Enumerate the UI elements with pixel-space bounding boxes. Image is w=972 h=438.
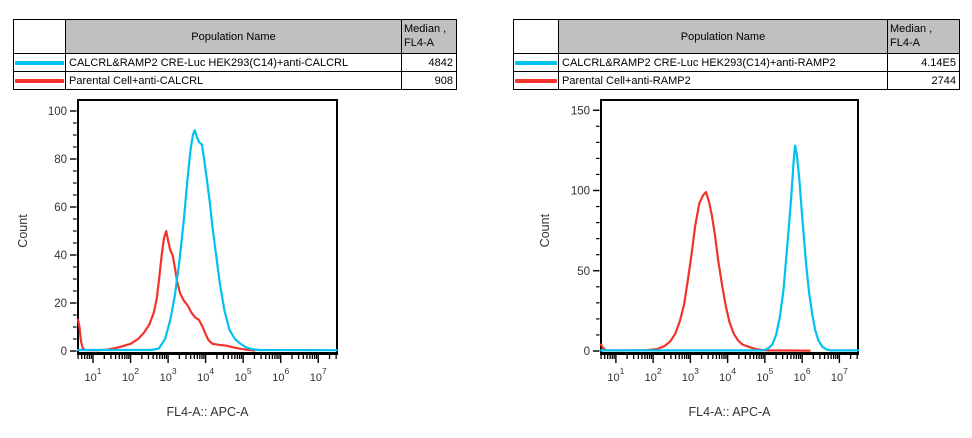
- y-tick-label: 100: [571, 186, 590, 198]
- red-series-swatch: [15, 78, 64, 83]
- median-header-line1: Median ,: [890, 23, 933, 35]
- x-tick-label: 101: [85, 366, 102, 384]
- cyan-series-swatch: [515, 60, 557, 65]
- x-tick-label: 102: [645, 366, 662, 384]
- y-tick-label: 50: [577, 266, 590, 278]
- y-axis-title: Count: [538, 213, 552, 247]
- y-tick-label: 20: [54, 298, 67, 310]
- y-tick-label: 0: [61, 346, 67, 358]
- legend-header-row: Population Name Median , FL4-A: [513, 19, 960, 54]
- x-tick-label: 104: [719, 366, 736, 384]
- histogram-curve-red: [76, 229, 256, 352]
- plot-frame: [600, 99, 859, 354]
- median-header-line1: Median ,: [404, 23, 447, 35]
- swatch-header-cell: [13, 19, 66, 54]
- legend-row-parental: Parental Cell+anti-CALCRL 908: [13, 71, 457, 90]
- y-axis-title: Count: [16, 214, 30, 248]
- swatch-header-cell: [513, 19, 559, 54]
- right-legend-table: Population Name Median , FL4-A CALCRL&RA…: [513, 19, 960, 90]
- population-name: Parental Cell+anti-CALCRL: [65, 71, 402, 90]
- left-legend-table: Population Name Median , FL4-A CALCRL&RA…: [13, 19, 457, 90]
- x-axis-title: FL4-A:: APC-A: [167, 405, 250, 419]
- histogram-curve-cyan: [599, 144, 860, 352]
- x-tick-label: 105: [235, 366, 252, 384]
- population-name-header: Population Name: [558, 19, 888, 54]
- legend-row-transfected: CALCRL&RAMP2 CRE-Luc HEK293(C14)+anti-RA…: [513, 53, 960, 72]
- x-tick-label: 107: [310, 366, 327, 384]
- median-header: Median , FL4-A: [401, 19, 457, 54]
- x-axis-title: FL4-A:: APC-A: [689, 405, 772, 419]
- median-header: Median , FL4-A: [887, 19, 960, 54]
- median-value: 2744: [887, 71, 960, 90]
- population-name-header: Population Name: [65, 19, 402, 54]
- legend-row-parental: Parental Cell+anti-RAMP2 2744: [513, 71, 960, 90]
- x-tick-label: 104: [197, 366, 214, 384]
- x-tick-label: 106: [272, 366, 289, 384]
- y-tick-label: 150: [571, 105, 590, 117]
- median-header-line2: FL4-A: [404, 37, 434, 49]
- x-tick-label: 105: [756, 366, 773, 384]
- x-tick-label: 102: [122, 366, 139, 384]
- population-name: CALCRL&RAMP2 CRE-Luc HEK293(C14)+anti-RA…: [558, 53, 888, 72]
- histogram-curve-cyan: [76, 129, 339, 352]
- x-axis-ticks: 101 102 103 104 105 106 107: [600, 355, 858, 384]
- y-tick-label: 100: [48, 106, 67, 118]
- median-value: 4.14E5: [887, 53, 960, 72]
- red-series-swatch: [515, 78, 557, 83]
- median-header-line2: FL4-A: [890, 37, 920, 49]
- x-axis-ticks: 101 102 103 104 105 106 107: [77, 355, 337, 384]
- legend-header-row: Population Name Median , FL4-A: [13, 19, 457, 54]
- y-tick-label: 60: [54, 202, 67, 214]
- y-axis-ticks: 0 20 40 60 80 100: [48, 106, 77, 358]
- population-name: CALCRL&RAMP2 CRE-Luc HEK293(C14)+anti-CA…: [65, 53, 402, 72]
- y-tick-label: 0: [584, 346, 590, 358]
- y-tick-label: 80: [54, 154, 67, 166]
- y-axis-ticks: 0 50 100 150: [571, 105, 600, 358]
- x-tick-label: 106: [794, 366, 811, 384]
- plot-frame: [77, 99, 338, 354]
- median-value: 908: [401, 71, 457, 90]
- x-tick-label: 101: [607, 366, 624, 384]
- x-tick-label: 103: [682, 366, 699, 384]
- y-tick-label: 40: [54, 250, 67, 262]
- cyan-series-swatch: [15, 60, 64, 65]
- x-tick-label: 107: [831, 366, 848, 384]
- population-name: Parental Cell+anti-RAMP2: [558, 71, 888, 90]
- x-tick-label: 103: [160, 366, 177, 384]
- histogram-plot-left: 101 102 103 104 105 106 107 0 20 40 60 80 100FL4-A::…: [16, 99, 339, 419]
